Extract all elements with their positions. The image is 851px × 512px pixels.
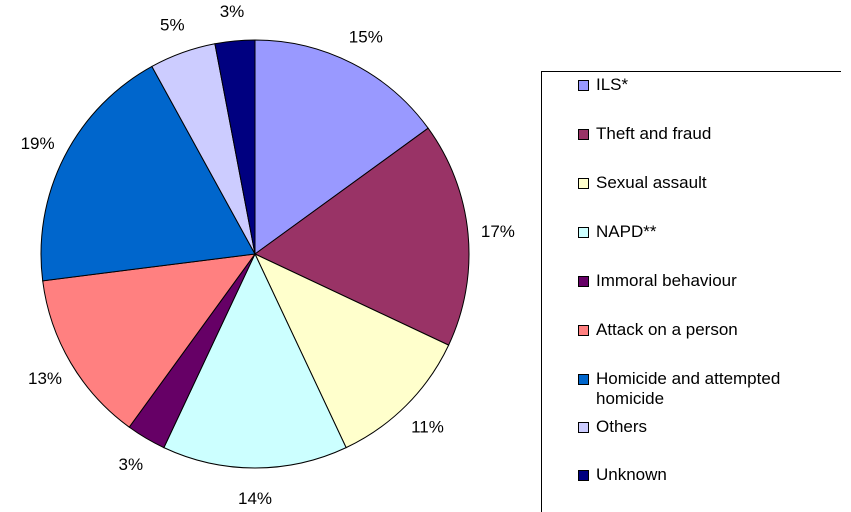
legend-label: Unknown [596,465,667,484]
chart-legend: ILS* Theft and fraud Sexual assault NAPD** I… [541,71,841,512]
legend-swatch [578,470,589,481]
pie-slice-6 [40,65,256,282]
legend-swatch [578,129,589,140]
legend-swatch [578,178,589,189]
legend-label: Sexual assault [596,173,707,192]
pie-slice-5 [42,253,257,428]
legend-swatch [578,325,589,336]
legend-swatch [578,276,589,287]
legend-swatch [578,227,589,238]
pie-percent-labels: 15% 17% 11% 14% 3% 13% 19% 5% 3% [21,2,515,508]
pie-percent-label-2: 11% [411,418,444,437]
legend-label: Homicide and attempted homicide [596,369,781,408]
legend-label: Others [596,417,648,436]
pie-slice-3 [163,252,347,469]
pie-percent-label-3: 14% [238,489,272,508]
pie-percent-label-8: 3% [220,2,245,21]
pie-percent-label-5: 13% [28,369,62,388]
pie-percent-label-0: 15% [349,28,383,47]
legend-label: Theft and fraud [596,124,712,143]
pie-percent-label-7: 5% [160,15,185,34]
legend-swatch [578,374,589,385]
legend-label: Immoral behaviour [596,271,737,290]
pie-percent-label-4: 3% [119,455,144,474]
legend-label: NAPD** [596,222,657,241]
pie-slice-8 [214,39,256,255]
pie-percent-label-6: 19% [21,134,55,153]
pie-percent-label-1: 17% [481,222,515,241]
pie-slices [40,39,470,469]
pie-slice-0 [254,39,429,255]
pie-slice-2 [253,252,450,449]
legend-label: Attack on a person [596,320,738,339]
legend-swatch [578,80,589,91]
pie-slice-1 [254,127,470,346]
legend-swatch [578,422,589,433]
legend-label: ILS* [596,75,629,94]
